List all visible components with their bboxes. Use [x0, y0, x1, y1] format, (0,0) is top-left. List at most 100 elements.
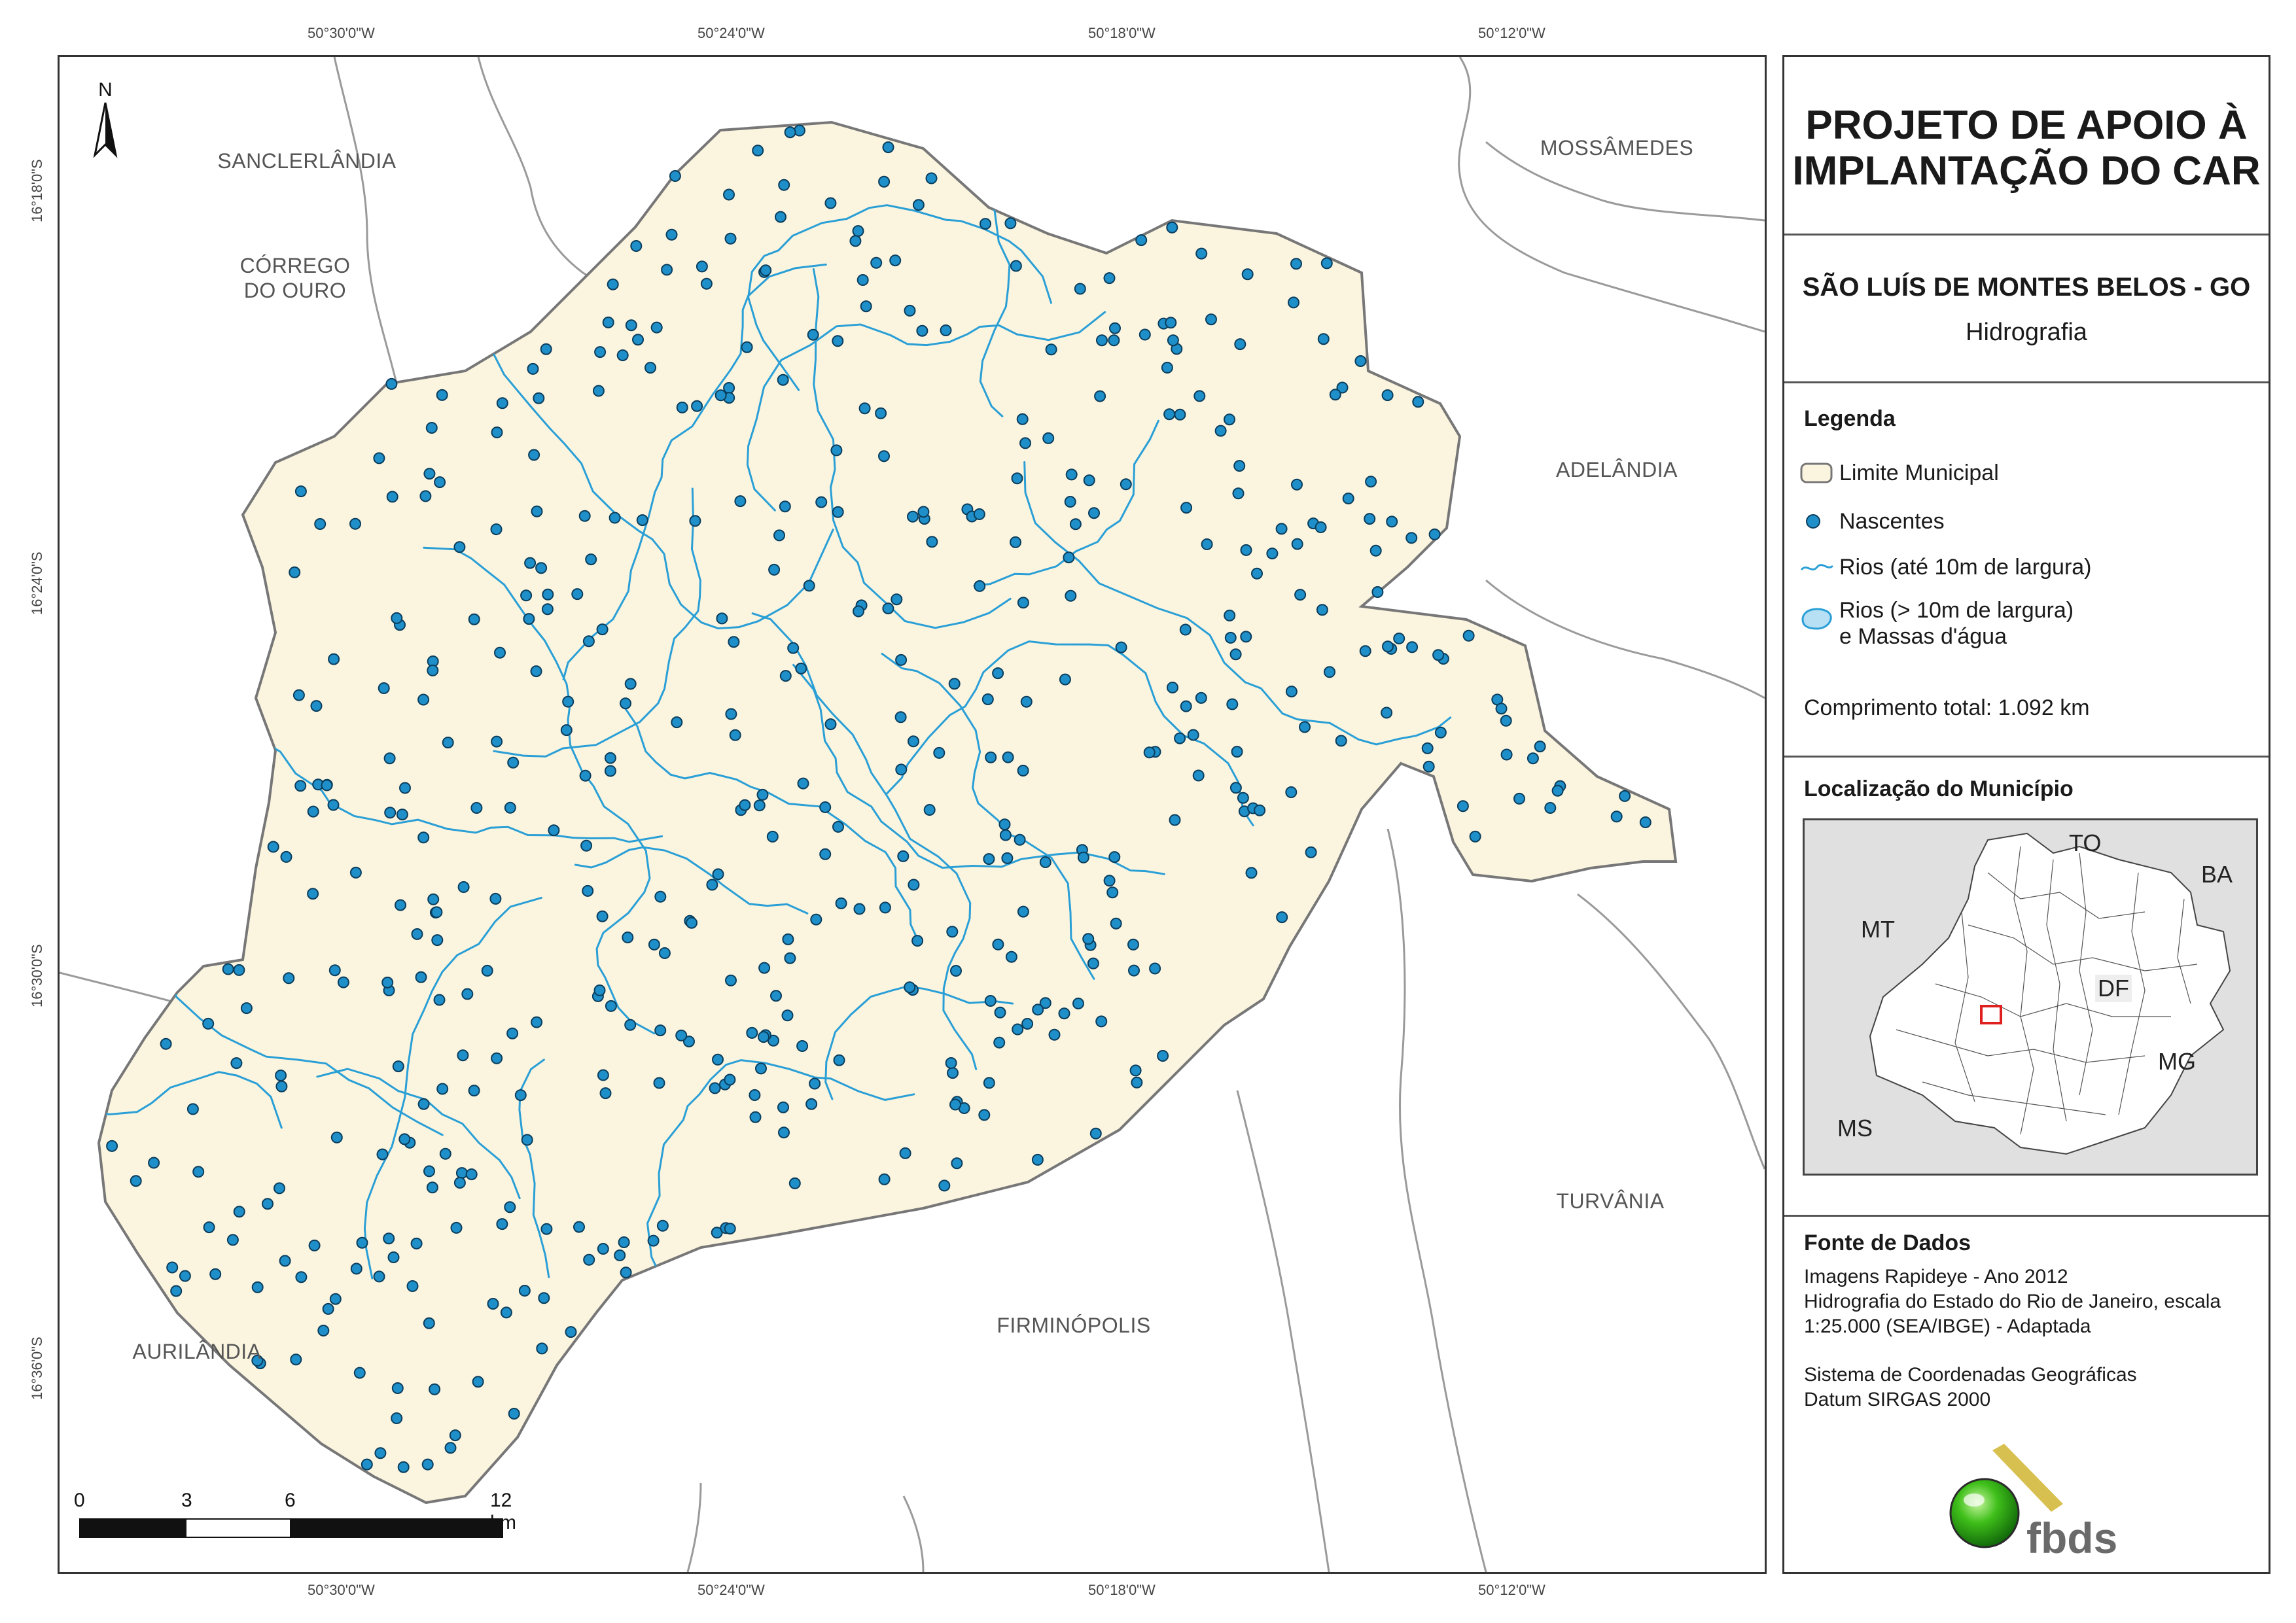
nascente-point	[1619, 790, 1631, 802]
nascente-point	[1109, 322, 1121, 334]
nascente-point	[399, 782, 411, 794]
nascente-point	[691, 400, 703, 412]
river-segment	[973, 419, 1159, 587]
nascente-point	[327, 799, 340, 811]
nascente-point	[904, 304, 916, 317]
nascente-point	[262, 1198, 274, 1210]
nascente-point	[778, 179, 790, 191]
nascente-point	[1342, 493, 1354, 504]
map-frame[interactable]: SANCLERLÂNDIA CÓRREGO DO OURO MOSSÂMEDES…	[58, 55, 1767, 1574]
nascente-point	[807, 328, 819, 341]
nascente-point	[1017, 905, 1029, 918]
nascente-point	[1192, 769, 1205, 782]
nascente-point	[294, 485, 307, 498]
nascente-point	[535, 562, 548, 574]
nascente-point	[397, 1461, 410, 1473]
nascente-point	[290, 1353, 302, 1366]
nascente-point	[1305, 846, 1317, 858]
nascente-point	[391, 1412, 403, 1424]
nascente-point	[1369, 544, 1382, 557]
nascente-point	[605, 1000, 617, 1012]
nascente-point	[506, 1027, 519, 1039]
nascente-point	[521, 1134, 533, 1146]
loc-label-df: DF	[2095, 975, 2132, 1002]
nascente-point	[947, 1067, 959, 1079]
nascente-point	[770, 990, 782, 1002]
nascente-point	[1241, 268, 1254, 281]
nascente-point	[832, 335, 844, 347]
river-segment	[621, 703, 921, 945]
nascente-point	[875, 407, 887, 419]
nascente-point	[609, 512, 621, 524]
nascente-point	[1106, 886, 1119, 899]
legend-limite-icon	[1800, 462, 1833, 483]
river-segment	[493, 487, 701, 758]
nascente-point	[1405, 532, 1418, 544]
nascente-point	[1032, 1003, 1044, 1016]
nascente-point	[983, 1077, 995, 1089]
coord-bottom-2: 50°24'0"W	[698, 1582, 765, 1598]
nascente-point	[439, 1147, 451, 1160]
river-segment	[824, 985, 1014, 1100]
nascente-point	[1045, 343, 1057, 356]
nascente-point	[760, 264, 772, 277]
nascente-point	[1020, 695, 1033, 708]
nascente-point	[904, 981, 916, 994]
nascente-point	[604, 752, 616, 764]
nascente-point	[1161, 362, 1173, 374]
nascente-point	[1251, 567, 1263, 580]
river-segment	[574, 846, 809, 915]
nascente-point	[984, 995, 997, 1007]
divider-3	[1784, 756, 2269, 758]
nascente-point	[1240, 631, 1252, 643]
nascente-point	[444, 1442, 457, 1454]
nascente-point	[283, 972, 295, 985]
nascente-point	[980, 218, 991, 230]
nascente-point	[650, 321, 663, 334]
nascente-point	[520, 589, 533, 602]
nascente-point	[392, 1060, 404, 1073]
nascente-point	[233, 964, 245, 976]
nascente-point	[1365, 476, 1377, 488]
nascente-point	[1058, 1007, 1070, 1020]
nascente-point	[1240, 544, 1252, 556]
nascente-point	[411, 928, 423, 940]
nascente-point	[1135, 234, 1148, 247]
nascente-point	[620, 1266, 632, 1279]
nascente-point	[724, 232, 737, 245]
coord-bottom-1: 50°30'0"W	[308, 1582, 375, 1598]
loc-label-mt: MT	[1861, 916, 1895, 943]
nascente-point	[415, 971, 427, 983]
nascente-point	[1495, 703, 1508, 715]
map-canvas[interactable]	[60, 57, 1765, 1572]
nascente-point	[1639, 816, 1651, 828]
nascente-point	[1336, 381, 1349, 394]
nascente-point	[1128, 964, 1140, 977]
project-title: PROJETO DE APOIO À IMPLANTAÇÃO DO CAR	[1784, 103, 2269, 194]
coord-top-1: 50°30'0"W	[308, 25, 375, 41]
nascente-point	[1229, 782, 1242, 794]
nascente-point	[676, 401, 688, 413]
nascente-point	[746, 1026, 758, 1039]
nascente-point	[292, 689, 305, 701]
nascente-point	[779, 500, 791, 513]
nascente-point	[1083, 474, 1095, 487]
nascente-point	[1077, 851, 1089, 864]
nascente-point	[310, 700, 323, 712]
nascente-point	[948, 678, 961, 690]
nascente-point	[1103, 875, 1116, 887]
scale-label-6: 6	[285, 1490, 296, 1511]
nascente-point	[562, 695, 574, 708]
location-map-graphic	[1869, 832, 2231, 1155]
nascente-point	[1224, 413, 1235, 426]
nascente-point	[1232, 487, 1245, 500]
legend-rios-label: Rios (até 10m de largura)	[1839, 555, 2092, 580]
nascente-point	[240, 1002, 253, 1015]
nascente-point	[1195, 691, 1207, 704]
nascente-point	[350, 1263, 362, 1275]
nascente-point	[383, 1232, 395, 1245]
nascente-point	[294, 780, 307, 792]
river-segment	[316, 1068, 521, 1200]
river-segment	[518, 1058, 550, 1278]
nascente-point	[661, 264, 673, 276]
